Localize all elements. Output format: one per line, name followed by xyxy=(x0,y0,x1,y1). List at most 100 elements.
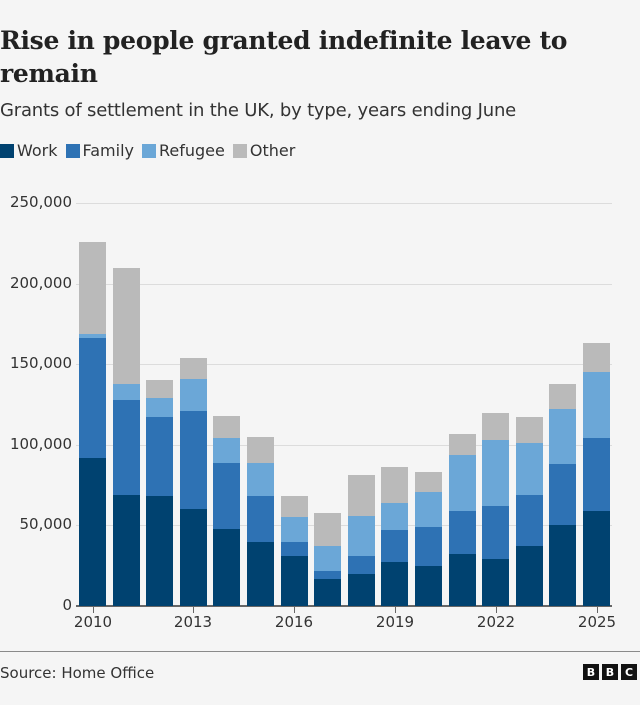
y-axis-label: 150,000 xyxy=(9,354,72,372)
chart-title: Rise in people granted indefinite leave … xyxy=(0,26,568,88)
x-axis-label: 2019 xyxy=(375,613,415,631)
bar-segment-family xyxy=(314,570,342,579)
y-axis-label: 50,000 xyxy=(19,515,73,533)
x-axis-label: 2016 xyxy=(274,613,314,631)
bar-2019 xyxy=(381,467,409,606)
bar-2015 xyxy=(247,436,274,606)
bar-segment-refugee xyxy=(79,333,106,339)
bar-segment-refugee xyxy=(314,546,342,571)
bbc-logo-block: B xyxy=(583,664,599,680)
x-axis-line xyxy=(76,605,612,607)
bar-segment-family xyxy=(280,541,308,557)
bar-segment-work xyxy=(314,578,342,606)
bar-segment-family xyxy=(79,338,106,458)
bar-segment-refugee xyxy=(515,443,543,495)
bar-2024 xyxy=(549,383,577,606)
bar-2013 xyxy=(179,357,207,606)
bar-segment-family xyxy=(112,399,140,495)
bar-segment-work xyxy=(482,559,510,606)
legend: Work Family Refugee Other xyxy=(0,141,295,160)
bar-segment-work xyxy=(280,556,308,606)
gridline xyxy=(76,525,612,526)
bar-segment-other xyxy=(179,357,207,379)
bar-segment-refugee xyxy=(247,462,274,497)
bar-2023 xyxy=(515,417,543,606)
bar-2012 xyxy=(146,380,174,606)
gridline xyxy=(76,203,612,204)
x-axis-label: 2022 xyxy=(476,613,516,631)
x-tick xyxy=(597,607,598,613)
chart-subtitle: Grants of settlement in the UK, by type,… xyxy=(0,100,517,121)
bar-segment-work xyxy=(247,541,274,606)
bar-2022 xyxy=(482,412,510,606)
bar-segment-other xyxy=(347,475,375,516)
x-tick xyxy=(93,607,94,613)
bar-segment-work xyxy=(146,496,174,606)
bar-2018 xyxy=(347,475,375,606)
bar-segment-other xyxy=(549,383,577,410)
bar-segment-refugee xyxy=(347,515,375,557)
bar-segment-other xyxy=(448,433,476,455)
bar-segment-work xyxy=(515,546,543,606)
bar-segment-work xyxy=(179,509,207,606)
legend-label: Work xyxy=(17,141,58,160)
bar-segment-family xyxy=(415,527,442,566)
y-axis-label: 200,000 xyxy=(9,274,72,292)
bar-segment-family xyxy=(179,410,207,510)
bar-segment-other xyxy=(213,415,241,439)
bar-segment-family xyxy=(146,417,174,497)
legend-label: Other xyxy=(249,141,296,160)
bar-segment-refugee xyxy=(213,438,241,463)
bar-2020 xyxy=(415,472,442,606)
bar-2021 xyxy=(448,433,476,606)
bar-segment-refugee xyxy=(482,440,510,507)
legend-item-family: Family xyxy=(65,141,134,160)
x-tick xyxy=(496,607,497,613)
gridline xyxy=(76,284,612,285)
x-axis-label: 2013 xyxy=(173,613,213,631)
footer-divider xyxy=(0,651,640,652)
y-axis-label: 100,000 xyxy=(9,435,72,453)
bar-segment-work xyxy=(415,565,442,606)
gridline xyxy=(76,445,612,446)
x-axis-label: 2010 xyxy=(73,613,113,631)
bar-2014 xyxy=(213,415,241,606)
bar-2010 xyxy=(79,241,106,606)
legend-label: Family xyxy=(82,141,134,160)
bar-segment-refugee xyxy=(583,372,610,439)
x-axis-label: 2025 xyxy=(577,613,617,631)
bar-segment-other xyxy=(280,496,308,518)
legend-swatch xyxy=(0,143,14,158)
bar-segment-refugee xyxy=(146,398,174,418)
bar-segment-refugee xyxy=(415,491,442,528)
bar-segment-refugee xyxy=(381,502,409,531)
bar-segment-family xyxy=(213,462,241,529)
bar-segment-family xyxy=(381,530,409,563)
bar-segment-work xyxy=(213,528,241,606)
bar-segment-refugee xyxy=(448,454,476,511)
x-tick xyxy=(294,607,295,613)
gridline xyxy=(76,364,612,365)
y-axis-label: 0 xyxy=(62,596,72,614)
x-tick xyxy=(193,607,194,613)
bar-segment-family xyxy=(448,510,476,555)
bar-segment-other xyxy=(482,412,510,440)
bar-segment-family xyxy=(549,464,577,526)
x-tick xyxy=(395,607,396,613)
bar-segment-family xyxy=(583,438,610,511)
plot-area: 0 50,000 100,000 150,000 200,000 250,000 2010 2… xyxy=(9,193,617,631)
bar-segment-other xyxy=(515,417,543,444)
bar-segment-refugee xyxy=(280,517,308,542)
bar-segment-other xyxy=(415,472,442,492)
bar-segment-other xyxy=(146,380,174,399)
legend-label: Refugee xyxy=(159,141,225,160)
bar-segment-work xyxy=(381,562,409,606)
bar-segment-other xyxy=(381,467,409,503)
legend-swatch xyxy=(65,143,80,158)
legend-item-work: Work xyxy=(0,141,58,160)
y-axis-label: 250,000 xyxy=(9,193,72,211)
bar-segment-work xyxy=(112,494,140,606)
bar-2011 xyxy=(112,267,140,606)
bar-segment-refugee xyxy=(112,383,140,400)
